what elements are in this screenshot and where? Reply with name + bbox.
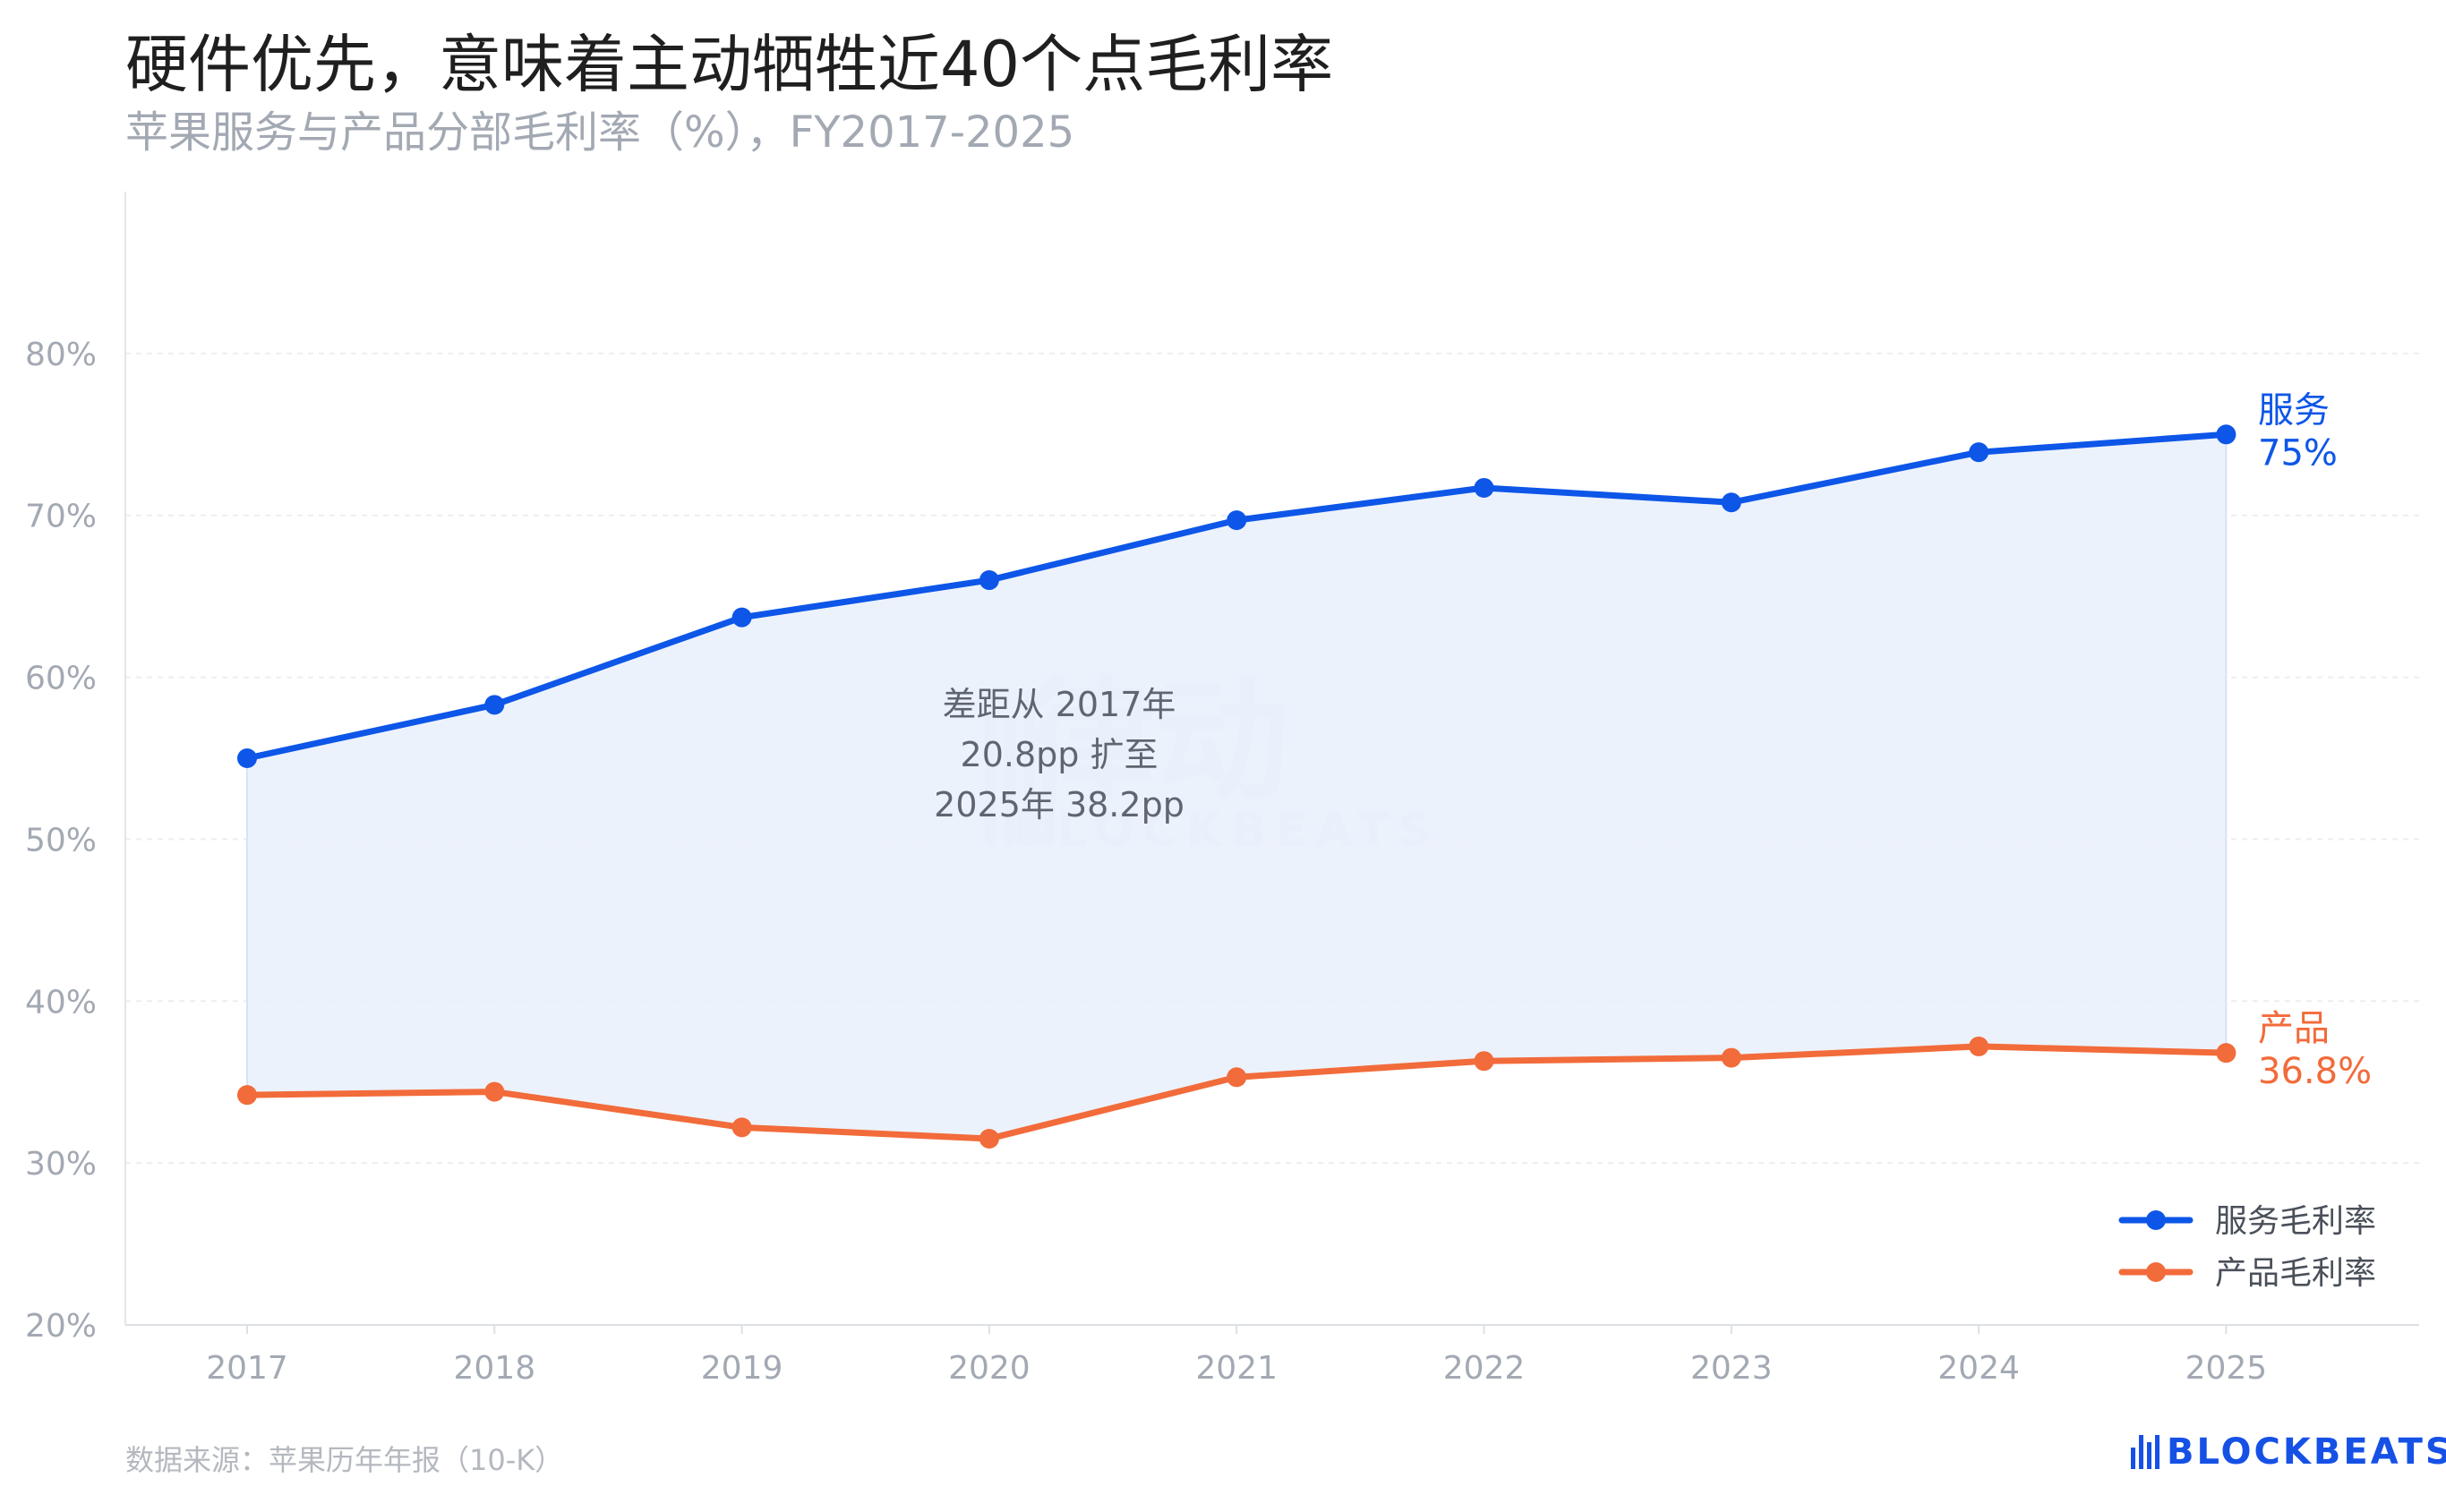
gap-annotation-line: 2025年 38.2pp bbox=[934, 785, 1185, 824]
products-point bbox=[1721, 1047, 1741, 1068]
products-point bbox=[2216, 1043, 2236, 1064]
x-tick-label: 2019 bbox=[701, 1350, 783, 1387]
series-layer bbox=[237, 424, 2236, 1149]
legend-swatch-dot bbox=[2146, 1210, 2166, 1230]
y-tick-label: 60% bbox=[25, 661, 97, 697]
x-tick-label: 2022 bbox=[1443, 1350, 1526, 1387]
x-tick-label: 2025 bbox=[2185, 1350, 2268, 1387]
x-tick-label: 2020 bbox=[948, 1350, 1031, 1387]
y-tick-label: 30% bbox=[25, 1146, 97, 1183]
services-end-name: 服务 bbox=[2258, 389, 2330, 431]
products-point bbox=[731, 1117, 752, 1138]
brand-logo: BLOCKBEATS bbox=[2131, 1431, 2446, 1474]
services-point bbox=[1969, 442, 1989, 463]
legend-swatch-dot bbox=[2146, 1262, 2166, 1282]
y-tick-label: 50% bbox=[25, 822, 97, 859]
y-tick-label: 20% bbox=[25, 1308, 97, 1345]
services-point bbox=[1721, 492, 1741, 513]
products-point bbox=[1474, 1051, 1494, 1072]
products-point bbox=[979, 1129, 999, 1149]
legend-label: 产品毛利率 bbox=[2215, 1255, 2376, 1292]
x-tick-label: 2017 bbox=[206, 1350, 288, 1387]
services-end-value: 75% bbox=[2258, 432, 2338, 474]
products-point bbox=[1227, 1067, 1247, 1088]
services-point bbox=[1474, 477, 1494, 498]
y-tick-label: 70% bbox=[25, 499, 97, 535]
gap-annotation-line: 差距从 2017年 bbox=[943, 685, 1176, 724]
brand-name: BLOCKBEATS bbox=[2167, 1431, 2446, 1473]
services-point bbox=[979, 570, 999, 591]
products-point bbox=[484, 1081, 505, 1102]
brand-mark-icon bbox=[2131, 1435, 2159, 1469]
gap-annotation-line: 20.8pp 扩至 bbox=[961, 735, 1159, 774]
x-tick-label: 2018 bbox=[453, 1350, 535, 1387]
x-tick-label: 2021 bbox=[1195, 1350, 1278, 1387]
y-tick-label: 80% bbox=[25, 337, 97, 373]
services-point bbox=[1227, 510, 1247, 531]
axis-layer: 20% 30% 40% 50% 60% 70% 80% 2017 2018 2019 2020 202… bbox=[25, 192, 2419, 1387]
gap-area bbox=[246, 433, 2228, 1140]
chart-subtitle: 苹果服务与产品分部毛利率（%），FY2017-2025 bbox=[125, 107, 1075, 158]
products-point bbox=[237, 1085, 257, 1106]
gap-area-layer bbox=[246, 433, 2228, 1140]
x-tick-label: 2024 bbox=[1937, 1350, 2020, 1387]
services-point bbox=[731, 607, 752, 628]
services-point bbox=[484, 695, 505, 715]
products-end-value: 36.8% bbox=[2258, 1051, 2372, 1092]
products-point bbox=[1969, 1036, 1989, 1056]
products-end-name: 产品 bbox=[2258, 1008, 2330, 1049]
x-tick-label: 2023 bbox=[1690, 1350, 1773, 1387]
services-point bbox=[237, 748, 257, 768]
services-point bbox=[2216, 424, 2236, 445]
chart-title: 硬件优先，意味着主动牺牲近40个点毛利率 bbox=[125, 28, 1334, 101]
legend-label: 服务毛利率 bbox=[2215, 1203, 2376, 1240]
source-note: 数据来源：苹果历年年报（10-K） bbox=[125, 1443, 564, 1477]
y-tick-label: 40% bbox=[25, 984, 97, 1021]
